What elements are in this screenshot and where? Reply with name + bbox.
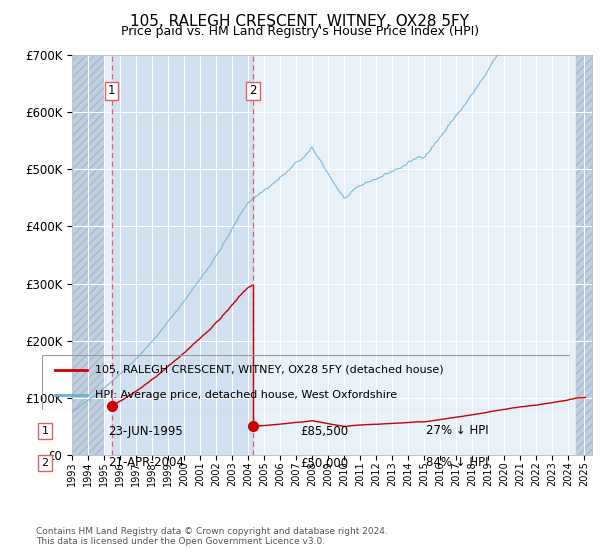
Text: 84% ↓ HPI: 84% ↓ HPI bbox=[426, 456, 488, 469]
Text: £85,500: £85,500 bbox=[300, 424, 348, 437]
Bar bbox=[576, 55, 592, 455]
Text: 1: 1 bbox=[108, 85, 115, 97]
Bar bbox=[72, 55, 104, 455]
Text: 21-APR-2004: 21-APR-2004 bbox=[108, 456, 184, 469]
Text: Contains HM Land Registry data © Crown copyright and database right 2024.
This d: Contains HM Land Registry data © Crown c… bbox=[36, 526, 388, 546]
Text: 27% ↓ HPI: 27% ↓ HPI bbox=[426, 424, 488, 437]
Bar bbox=[72, 55, 104, 455]
Text: Price paid vs. HM Land Registry's House Price Index (HPI): Price paid vs. HM Land Registry's House … bbox=[121, 25, 479, 38]
Bar bbox=[112, 55, 253, 455]
Text: 105, RALEGH CRESCENT, WITNEY, OX28 5FY: 105, RALEGH CRESCENT, WITNEY, OX28 5FY bbox=[131, 14, 470, 29]
Text: £50,000: £50,000 bbox=[300, 456, 348, 469]
Text: HPI: Average price, detached house, West Oxfordshire: HPI: Average price, detached house, West… bbox=[95, 390, 397, 400]
Text: 23-JUN-1995: 23-JUN-1995 bbox=[108, 424, 183, 437]
Text: 2: 2 bbox=[41, 458, 49, 468]
Bar bbox=[576, 55, 592, 455]
Text: 2: 2 bbox=[249, 85, 257, 97]
Text: 1: 1 bbox=[41, 426, 49, 436]
Text: 105, RALEGH CRESCENT, WITNEY, OX28 5FY (detached house): 105, RALEGH CRESCENT, WITNEY, OX28 5FY (… bbox=[95, 365, 443, 375]
